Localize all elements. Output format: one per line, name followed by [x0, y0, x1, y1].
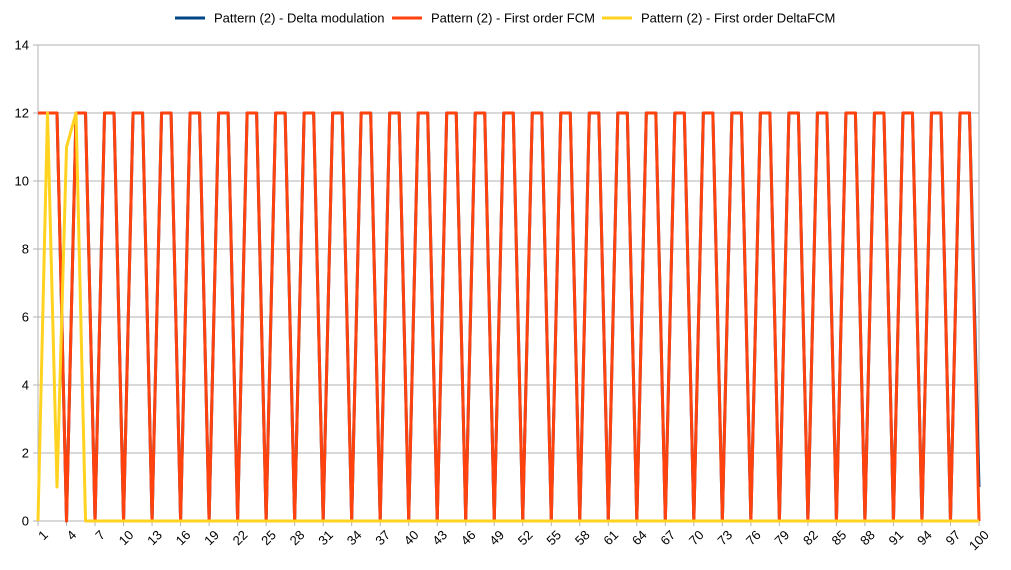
x-tick-label-1: 1 [35, 527, 51, 543]
x-tick-label-67: 67 [657, 527, 678, 548]
x-tick-label-58: 58 [572, 527, 593, 548]
x-tick-label-46: 46 [458, 527, 479, 548]
y-axis-ticks: 0 2 4 6 8 10 12 14 [15, 38, 38, 529]
legend: Pattern (2) - Delta modulation Pattern (2… [175, 11, 835, 26]
x-tick-label-7: 7 [92, 527, 108, 543]
series-line-1 [38, 111, 981, 523]
x-tick-label-22: 22 [230, 527, 251, 548]
x-tick-label-37: 37 [372, 527, 393, 548]
x-tick-label-94: 94 [914, 527, 935, 548]
x-tick-label-79: 79 [771, 527, 792, 548]
x-tick-label-88: 88 [857, 527, 878, 548]
x-tick-label-4: 4 [64, 527, 80, 543]
y-tick-label-6: 12 [15, 106, 29, 121]
x-tick-label-13: 13 [144, 527, 165, 548]
x-tick-label-100: 100 [966, 527, 992, 553]
y-tick-label-2: 4 [22, 378, 29, 393]
x-tick-label-82: 82 [800, 527, 821, 548]
y-tick-label-4: 8 [22, 242, 29, 257]
x-tick-label-64: 64 [629, 527, 650, 548]
x-tick-label-40: 40 [401, 527, 422, 548]
x-tick-label-97: 97 [943, 527, 964, 548]
x-tick-label-28: 28 [287, 527, 308, 548]
x-axis-ticks: 1 4 7 10 13 16 19 22 25 28 31 34 37 40 43 46 49 52 55 58 61 6… [35, 521, 992, 553]
x-tick-label-73: 73 [714, 527, 735, 548]
x-tick-label-25: 25 [258, 527, 279, 548]
legend-label-2: Pattern (2) - First order DeltaFCM [641, 11, 835, 26]
x-tick-label-85: 85 [828, 527, 849, 548]
x-tick-label-31: 31 [315, 527, 336, 548]
series-line-2 [36, 111, 979, 523]
x-tick-label-76: 76 [743, 527, 764, 548]
x-tick-label-61: 61 [600, 527, 621, 548]
x-tick-label-70: 70 [686, 527, 707, 548]
x-tick-label-19: 19 [201, 527, 222, 548]
x-tick-label-34: 34 [344, 527, 365, 548]
x-tick-label-52: 52 [515, 527, 536, 548]
legend-label-0: Pattern (2) - Delta modulation [214, 11, 385, 26]
y-tick-label-3: 6 [22, 310, 29, 325]
x-tick-label-49: 49 [486, 527, 507, 548]
x-tick-label-91: 91 [886, 527, 907, 548]
y-tick-label-1: 2 [22, 446, 29, 461]
y-tick-label-7: 14 [15, 38, 29, 53]
y-tick-label-5: 10 [15, 174, 29, 189]
x-tick-label-55: 55 [543, 527, 564, 548]
legend-label-1: Pattern (2) - First order FCM [431, 11, 595, 26]
x-tick-label-10: 10 [116, 527, 137, 548]
x-tick-label-43: 43 [429, 527, 450, 548]
y-tick-label-0: 0 [22, 514, 29, 529]
series-lines [36, 111, 981, 523]
x-tick-label-16: 16 [173, 527, 194, 548]
